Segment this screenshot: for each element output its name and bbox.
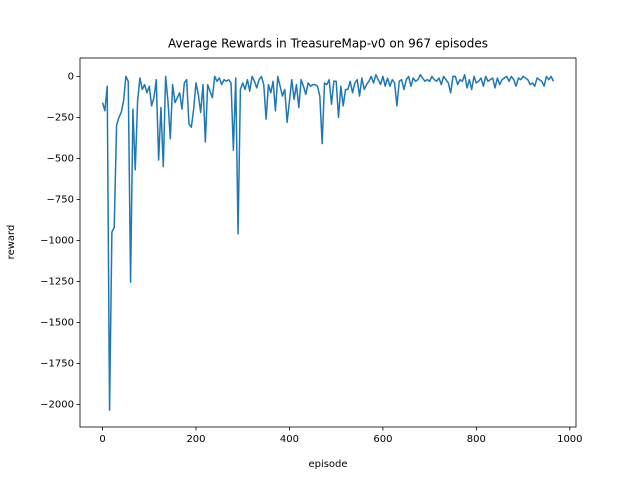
x-tick-label: 1000 [557,434,582,445]
y-tick-label: −250 [47,112,74,123]
x-axis-label: episode [308,459,347,470]
plot-frame [79,57,577,428]
x-tick-label: 400 [280,434,299,445]
y-axis-label: reward [6,225,17,260]
x-tick-label: 600 [373,434,392,445]
y-tick-label: −1000 [40,235,74,246]
data-line [101,73,555,412]
chart-title: Average Rewards in TreasureMap-v0 on 967… [168,37,488,51]
y-tick-label: −750 [47,194,74,205]
y-tick-label: −1750 [40,359,74,370]
y-tick-label: −2000 [40,400,74,411]
y-tick-label: −1500 [40,317,74,328]
y-tick-label: 0 [68,71,74,82]
x-tick-label: 200 [186,434,205,445]
x-tick-label: 0 [99,434,105,445]
y-tick-label: −1250 [40,276,74,287]
x-tick-label: 800 [467,434,486,445]
y-tick-label: −500 [47,153,74,164]
